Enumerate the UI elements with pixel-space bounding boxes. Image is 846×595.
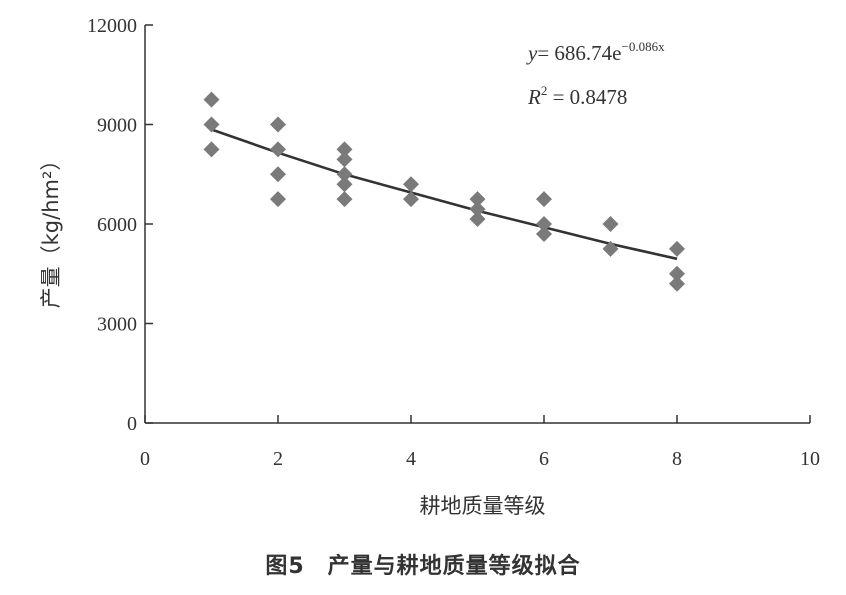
- data-point: [203, 116, 220, 133]
- r2-superscript: 2: [541, 83, 548, 98]
- equation-exponent: −0.086x: [622, 39, 666, 54]
- equation-body: = 686.74e: [537, 41, 621, 65]
- y-axis-title: 产量（kg/hm²）: [39, 150, 63, 309]
- data-point: [669, 275, 685, 292]
- x-axis-title: 耕地质量等级: [420, 494, 546, 518]
- data-point: [270, 191, 286, 208]
- y-tick-label: 9000: [97, 115, 137, 137]
- data-point: [270, 166, 286, 183]
- data-point: [336, 166, 353, 183]
- data-point: [336, 191, 353, 208]
- data-point: [469, 191, 486, 208]
- y-tick-label: 12000: [87, 15, 137, 37]
- data-point: [270, 116, 286, 133]
- data-point: [536, 191, 552, 208]
- data-point: [336, 176, 353, 193]
- data-point: [669, 240, 685, 257]
- x-tick-label: 4: [406, 448, 416, 470]
- data-point: [536, 216, 552, 232]
- trendline-equation: y= 686.74e−0.086x: [526, 39, 665, 65]
- data-point: [469, 211, 486, 228]
- data-point: [669, 265, 685, 282]
- data-point: [602, 240, 619, 257]
- x-tick-label: 10: [800, 448, 820, 470]
- y-tick-label: 0: [127, 413, 137, 435]
- trendline: [211, 128, 678, 261]
- r-squared: R2 = 0.8478: [527, 83, 627, 109]
- data-point: [403, 176, 419, 193]
- data-point: [536, 225, 552, 242]
- x-tick-label: 8: [672, 448, 682, 470]
- equation-variable: y: [526, 41, 538, 65]
- data-point: [602, 216, 619, 232]
- r2-symbol: R: [527, 85, 541, 109]
- data-points: [203, 91, 685, 292]
- y-axis: 0 3000 6000 9000 12000: [87, 15, 153, 435]
- data-point: [469, 201, 486, 218]
- data-point: [203, 91, 220, 108]
- data-point: [203, 141, 220, 158]
- data-point: [336, 151, 353, 168]
- x-tick-label: 6: [539, 448, 549, 470]
- x-axis: 0 2 4 6 8 10: [140, 415, 820, 470]
- figure-caption: 图5 产量与耕地质量等级拟合: [265, 554, 581, 579]
- x-tick-label: 2: [273, 448, 283, 470]
- y-tick-label: 6000: [97, 214, 137, 236]
- r2-value: = 0.8478: [547, 85, 627, 109]
- data-point: [336, 141, 353, 158]
- y-tick-label: 3000: [97, 314, 137, 336]
- scatter-chart: 0 3000 6000 9000 12000 0 2 4 6 8 10 耕地质量等级 产量（kg/…: [39, 15, 820, 518]
- x-tick-label: 0: [140, 448, 150, 470]
- data-point: [403, 191, 419, 208]
- data-point: [270, 141, 286, 158]
